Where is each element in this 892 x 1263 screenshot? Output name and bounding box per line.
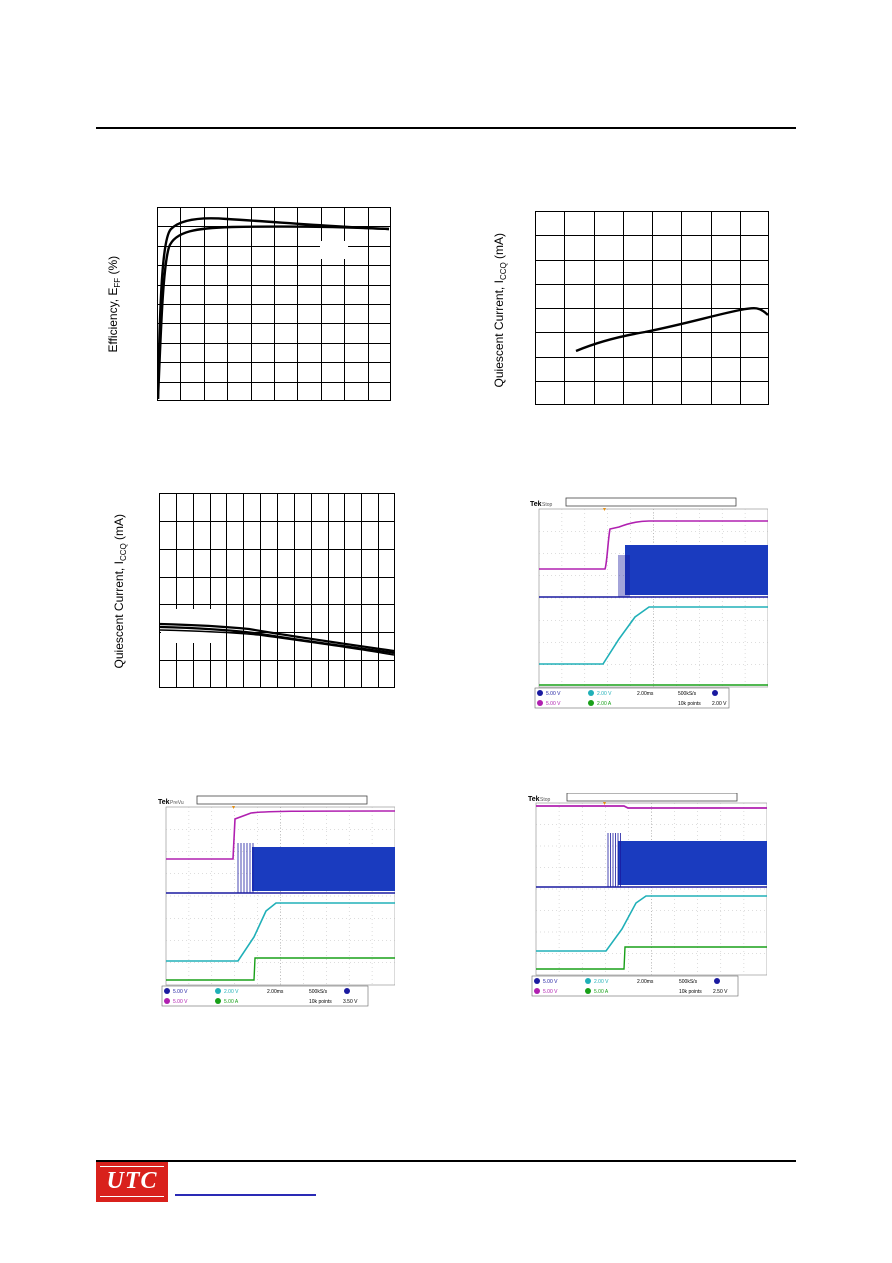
quiescent-1-ylabel-unit: (mA) xyxy=(491,232,506,263)
scope-3: Tek Stop 5.00 V 5.00 V 2.00 V 5.00 A 2.0… xyxy=(527,793,767,997)
scope-3-trace-green xyxy=(536,946,767,970)
efficiency-ylabel-unit: (%) xyxy=(105,255,120,278)
scope-3-trace-blue-burst xyxy=(618,841,767,885)
scope-1-samplerate: 500kS/s xyxy=(678,691,697,697)
scope-2-ch2-scale: 2.00 V xyxy=(224,989,239,995)
website-link-underline[interactable] xyxy=(175,1194,316,1196)
scope-1-timebase: 2.00ms xyxy=(637,691,654,697)
scope-1-ch1-scale: 5.00 V xyxy=(546,691,561,697)
quiescent-2-curve-3 xyxy=(159,629,395,656)
scope-2-timebase: 2.00ms xyxy=(267,989,284,995)
scope-3-ch3-scale: 5.00 V xyxy=(543,989,558,995)
scope-1: Tek Stop 5.00 V 5.00 V 2.00 V 2.00 A 2.0… xyxy=(530,497,768,709)
scope-1-ch3-scale: 5.00 V xyxy=(546,701,561,707)
quiescent-2-ylabel-unit: (mA) xyxy=(111,513,126,544)
scope-2-points: 10k points xyxy=(309,999,332,1005)
scope-3-timebase: 2.00ms xyxy=(637,979,654,985)
scope-1-mode: Stop xyxy=(542,502,553,508)
quiescent-1-ylabel-sub: CCQ xyxy=(499,262,509,281)
scope-3-ch4-scale: 5.00 A xyxy=(594,989,609,995)
quiescent-2-ylabel-sub: CCQ xyxy=(119,543,129,562)
scope-2-trigger-level: 3.50 V xyxy=(343,999,358,1005)
scope-1-ch2-scale: 2.00 V xyxy=(597,691,612,697)
efficiency-ylabel-text: Efficiency, E xyxy=(105,287,120,353)
scope-1-trace-magenta xyxy=(539,520,768,570)
scope-3-trace-magenta xyxy=(536,805,767,809)
efficiency-ylabel: Efficiency, EFF (%) xyxy=(106,234,122,374)
quiescent-1-ylabel-text: Quiescent Current, I xyxy=(491,280,506,388)
quiescent-1-ylabel: Quiescent Current, ICCQ (mA) xyxy=(492,230,508,390)
utc-logo-text: UTC xyxy=(106,1168,158,1194)
efficiency-curve-1 xyxy=(157,217,390,400)
scope-3-ch1-scale: 5.00 V xyxy=(543,979,558,985)
scope-1-trigger-level: 2.00 V xyxy=(712,701,727,707)
scope-3-trigger-level: 2.50 V xyxy=(713,989,728,995)
scope-2-samplerate: 500kS/s xyxy=(309,989,328,995)
scope-1-brand: Tek xyxy=(530,501,542,508)
scope-3-mode: Stop xyxy=(540,797,551,803)
efficiency-curve-2 xyxy=(157,225,390,400)
scope-2-mode: PreVu xyxy=(170,800,184,806)
quiescent-1-curve xyxy=(575,306,769,353)
header-rule xyxy=(96,127,796,129)
efficiency-chart xyxy=(157,207,391,401)
quiescent-2-ylabel: Quiescent Current, ICCQ (mA) xyxy=(112,511,128,671)
scope-3-brand: Tek xyxy=(528,796,540,803)
scope-2-trace-blue-burst xyxy=(252,847,395,891)
quiescent-2-chart xyxy=(159,493,395,688)
footer-rule xyxy=(96,1160,796,1162)
scope-2-ch4-scale: 5.00 A xyxy=(224,999,239,1005)
scope-2-brand: Tek xyxy=(158,799,170,806)
scope-3-samplerate: 500kS/s xyxy=(679,979,698,985)
scope-1-ch4-scale: 2.00 A xyxy=(597,701,612,707)
scope-2-trace-cyan xyxy=(166,902,395,962)
scope-2-ch1-scale: 5.00 V xyxy=(173,989,188,995)
quiescent-2-ylabel-text: Quiescent Current, I xyxy=(111,561,126,669)
scope-1-points: 10k points xyxy=(678,701,701,707)
quiescent-2-curve-1 xyxy=(159,622,395,653)
scope-3-trace-cyan xyxy=(536,895,767,952)
quiescent-1-chart xyxy=(535,211,769,405)
quiescent-2-curve-2 xyxy=(159,625,395,655)
utc-logo: UTC xyxy=(96,1162,168,1202)
scope-1-trace-cyan xyxy=(539,606,768,665)
scope-2-trace-green xyxy=(166,957,395,981)
scope-1-trace-blue-burst xyxy=(625,545,768,595)
logo-line-top xyxy=(100,1166,164,1167)
efficiency-ylabel-sub: FF xyxy=(113,277,123,288)
logo-line-bottom xyxy=(100,1196,164,1197)
scope-3-points: 10k points xyxy=(679,989,702,995)
scope-2-trace-magenta xyxy=(166,810,395,860)
scope-2-ch3-scale: 5.00 V xyxy=(173,999,188,1005)
scope-3-ch2-scale: 2.00 V xyxy=(594,979,609,985)
scope-2: Tek PreVu 5.00 V 5.00 V 2.00 V 5.00 A 2.… xyxy=(157,795,395,1007)
